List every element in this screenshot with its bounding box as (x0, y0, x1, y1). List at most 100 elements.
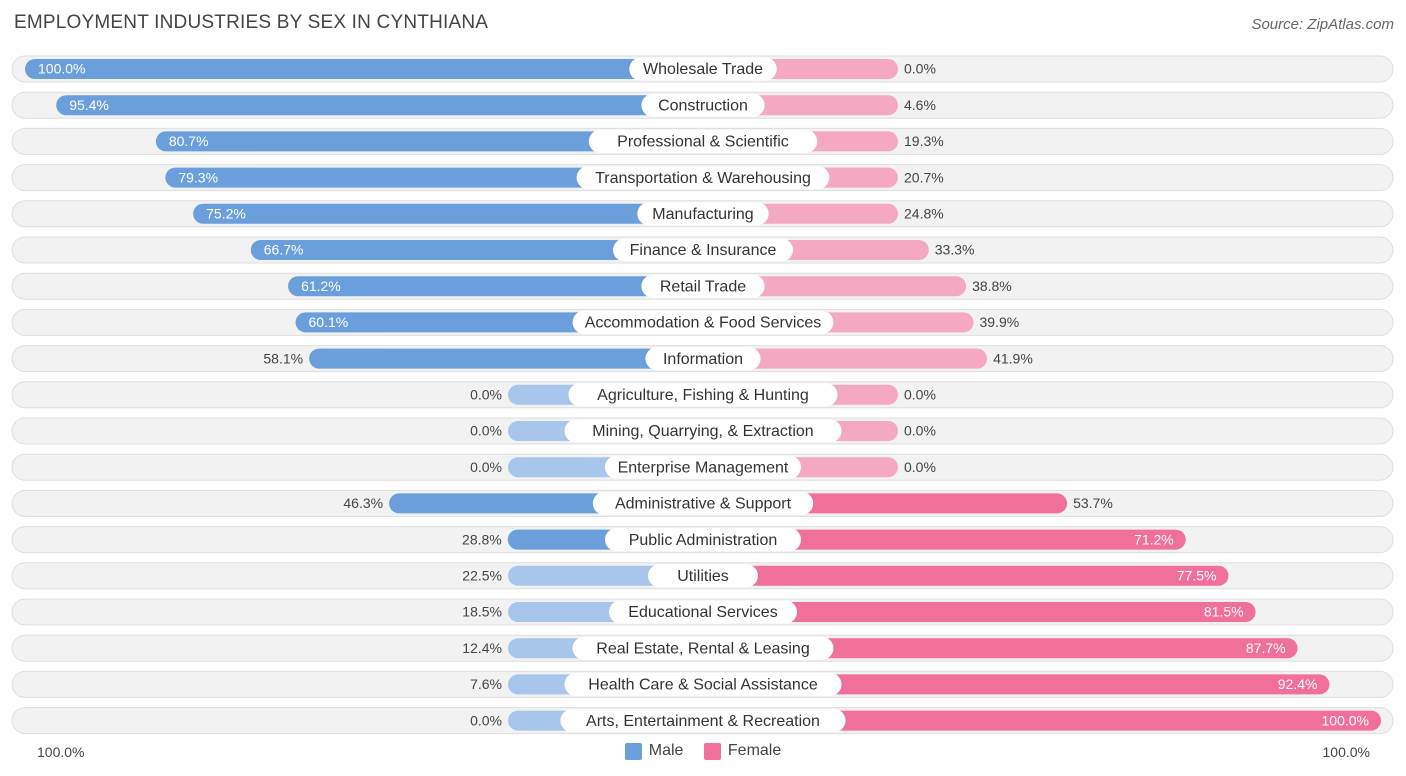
male-bar (288, 276, 703, 297)
legend-label-female: Female (727, 742, 782, 759)
male-value-label: 18.5% (462, 604, 502, 620)
male-value-label: 60.1% (309, 314, 349, 330)
category-label-pill (572, 310, 834, 334)
legend-item-male: Male (624, 742, 684, 760)
female-value-label: 81.5% (1204, 604, 1244, 620)
category-label-pill (588, 129, 818, 153)
male-value-label: 58.1% (263, 350, 303, 366)
male-value-label: 0.0% (470, 423, 502, 439)
category-label: Real Estate, Rental & Leasing (596, 640, 809, 657)
female-bar (703, 710, 1381, 731)
male-bar (56, 95, 704, 116)
category-label-pill (641, 274, 765, 298)
category-label-pill (641, 93, 765, 117)
category-label-pill (613, 238, 793, 262)
chart-title: EMPLOYMENT INDUSTRIES BY SEX IN CYNTHIAN… (14, 12, 489, 33)
male-value-label: 0.0% (470, 712, 502, 728)
legend-label-male: Male (648, 742, 684, 759)
category-label-pill (564, 672, 842, 696)
female-value-label: 53.7% (1073, 495, 1113, 511)
male-bar (193, 203, 704, 224)
female-bar (703, 638, 1298, 659)
female-value-label: 33.3% (935, 242, 975, 258)
axis-right-label: 100.0% (1322, 744, 1370, 760)
female-value-label: 19.3% (904, 133, 944, 149)
category-label: Construction (658, 97, 748, 114)
female-value-label: 92.4% (1278, 676, 1318, 692)
male-value-label: 79.3% (178, 169, 218, 185)
male-value-label: 66.7% (264, 242, 304, 258)
category-label: Enterprise Management (618, 459, 789, 476)
category-label: Transportation & Warehousing (595, 170, 811, 187)
female-value-label: 0.0% (904, 387, 936, 403)
male-bar (165, 167, 703, 188)
category-label: Information (663, 351, 743, 368)
female-bar (703, 602, 1256, 622)
category-label-pill (629, 57, 777, 81)
female-bar (703, 276, 967, 297)
category-label-pill (648, 564, 758, 588)
male-bar (25, 59, 703, 79)
category-label-pill (592, 491, 814, 515)
female-value-label: 38.8% (972, 278, 1012, 294)
female-value-label: 0.0% (904, 423, 936, 439)
male-bar (309, 348, 703, 369)
male-value-label: 0.0% (470, 459, 502, 475)
legend-swatch-male (624, 742, 642, 760)
male-value-label: 7.6% (470, 676, 502, 692)
category-label: Health Care & Social Assistance (588, 677, 818, 694)
female-value-label: 77.5% (1177, 568, 1217, 584)
male-value-label: 61.2% (301, 278, 341, 294)
category-label: Arts, Entertainment & Recreation (586, 713, 820, 730)
male-bar (250, 240, 704, 260)
category-label: Educational Services (628, 604, 777, 621)
female-value-label: 41.9% (993, 350, 1033, 366)
category-label-pill (568, 383, 838, 407)
female-value-label: 20.7% (904, 169, 944, 185)
category-label-pill (576, 166, 830, 190)
category-label-pill (637, 202, 769, 226)
category-label-pill (609, 600, 797, 624)
category-label-pill (560, 709, 846, 733)
category-label: Manufacturing (652, 206, 753, 223)
female-bar (703, 348, 988, 369)
female-value-label: 71.2% (1134, 531, 1174, 547)
female-bar (703, 674, 1330, 695)
male-value-label: 100.0% (38, 61, 85, 77)
male-bar (155, 131, 703, 152)
legend-item-female: Female (703, 742, 782, 760)
male-value-label: 28.8% (462, 531, 502, 547)
female-value-label: 4.6% (904, 97, 936, 113)
category-label: Mining, Quarrying, & Extraction (592, 423, 813, 440)
male-value-label: 95.4% (69, 97, 109, 113)
category-label: Administrative & Support (615, 496, 792, 513)
legend: Male Female (0, 742, 1406, 765)
category-label: Retail Trade (660, 278, 746, 295)
category-label: Professional & Scientific (617, 134, 789, 151)
category-label: Accommodation & Food Services (585, 315, 822, 332)
axis-left-label: 100.0% (37, 744, 85, 760)
category-label: Finance & Insurance (630, 242, 777, 259)
male-value-label: 80.7% (169, 133, 209, 149)
female-value-label: 0.0% (904, 61, 936, 77)
category-label-pill (604, 455, 802, 479)
category-label-pill (604, 528, 802, 552)
category-label: Agriculture, Fishing & Hunting (597, 387, 809, 404)
category-label-pill (645, 347, 761, 371)
female-value-label: 24.8% (904, 206, 944, 222)
male-value-label: 46.3% (343, 495, 383, 511)
female-value-label: 87.7% (1246, 640, 1286, 656)
category-label: Wholesale Trade (643, 61, 763, 78)
female-value-label: 39.9% (980, 314, 1020, 330)
legend-swatch-female (703, 742, 721, 760)
category-label: Utilities (677, 568, 729, 585)
male-value-label: 12.4% (462, 640, 502, 656)
category-label-pill (572, 636, 834, 660)
category-label: Public Administration (629, 532, 778, 549)
male-value-label: 22.5% (462, 568, 502, 584)
female-value-label: 0.0% (904, 459, 936, 475)
female-value-label: 100.0% (1322, 712, 1369, 728)
female-bar (703, 529, 1186, 550)
female-bar (703, 565, 1229, 586)
male-value-label: 0.0% (470, 387, 502, 403)
